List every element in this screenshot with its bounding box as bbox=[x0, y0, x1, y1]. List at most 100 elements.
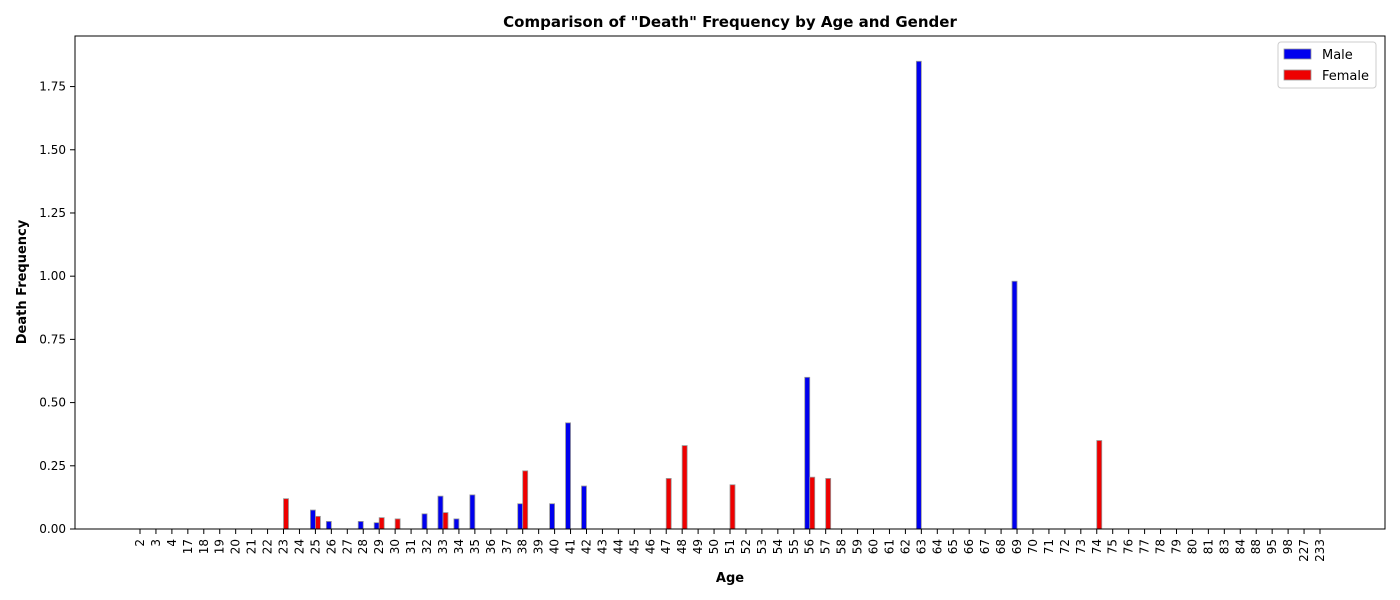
x-tick-label: 36 bbox=[484, 539, 498, 554]
x-tick-label: 60 bbox=[867, 539, 881, 554]
x-tick-label: 78 bbox=[1154, 539, 1168, 554]
x-tick-label: 62 bbox=[898, 539, 912, 554]
x-tick-label: 74 bbox=[1090, 539, 1104, 554]
x-tick-label: 227 bbox=[1297, 539, 1311, 562]
x-tick-label: 233 bbox=[1313, 539, 1327, 562]
bar-female-57 bbox=[825, 478, 832, 530]
y-axis-label: Death Frequency bbox=[15, 219, 30, 344]
plot-frame bbox=[74, 35, 1386, 530]
x-tick-label: 26 bbox=[324, 539, 338, 554]
x-tick-label: 40 bbox=[548, 539, 562, 554]
x-tick-label: 81 bbox=[1201, 539, 1215, 554]
x-tick-label: 41 bbox=[564, 539, 578, 554]
bar-female-23 bbox=[283, 498, 289, 530]
legend-swatch-male bbox=[1283, 48, 1312, 60]
x-tick-label: 54 bbox=[771, 539, 785, 554]
x-tick-label: 80 bbox=[1185, 539, 1199, 554]
x-tick-label: 59 bbox=[851, 539, 865, 554]
x-tick-label: 68 bbox=[994, 539, 1008, 554]
bar-male-33 bbox=[437, 495, 444, 530]
bar-male-63 bbox=[915, 60, 922, 530]
x-tick-label: 57 bbox=[819, 539, 833, 554]
x-tick-label: 64 bbox=[930, 539, 944, 554]
bar-female-47 bbox=[665, 478, 672, 530]
x-tick-label: 84 bbox=[1233, 539, 1247, 554]
x-tick-label: 76 bbox=[1122, 539, 1136, 554]
bar-male-38 bbox=[517, 503, 524, 530]
bar-female-38 bbox=[522, 470, 529, 530]
y-tick-label: 0.75 bbox=[39, 332, 66, 346]
x-tick-label: 56 bbox=[803, 539, 817, 554]
x-tick-label: 47 bbox=[659, 539, 673, 554]
x-tick-label: 65 bbox=[946, 539, 960, 554]
x-tick-label: 51 bbox=[723, 539, 737, 554]
bar-female-25 bbox=[315, 515, 321, 530]
bar-female-30 bbox=[394, 518, 401, 530]
x-tick-label: 69 bbox=[1010, 539, 1024, 554]
y-tick-label: 1.25 bbox=[39, 206, 66, 220]
x-tick-label: 20 bbox=[229, 539, 243, 554]
x-tick-label: 2 bbox=[133, 539, 147, 547]
bar-female-51 bbox=[729, 484, 736, 530]
x-axis-label: Age bbox=[716, 571, 744, 586]
x-tick-label: 35 bbox=[468, 539, 482, 554]
y-tick-label: 1.50 bbox=[39, 143, 66, 157]
x-tick-label: 83 bbox=[1217, 539, 1231, 554]
x-tick-label: 18 bbox=[197, 539, 211, 554]
bar-male-29 bbox=[373, 522, 380, 530]
x-tick-label: 3 bbox=[149, 539, 163, 547]
x-tick-label: 50 bbox=[707, 539, 721, 554]
x-tick-label: 98 bbox=[1281, 539, 1295, 554]
x-tick-label: 45 bbox=[627, 539, 641, 554]
bar-male-35 bbox=[469, 494, 476, 530]
x-tick-label: 37 bbox=[500, 539, 514, 554]
bar-female-56 bbox=[809, 476, 816, 530]
x-tick-label: 24 bbox=[292, 539, 306, 554]
x-tick-label: 38 bbox=[516, 539, 530, 554]
y-tick-label: 0.00 bbox=[39, 522, 66, 536]
legend-swatch-female bbox=[1283, 69, 1312, 81]
bar-male-42 bbox=[581, 485, 587, 530]
bar-female-74 bbox=[1096, 440, 1103, 530]
bar-female-29 bbox=[378, 517, 385, 530]
x-tick-label: 63 bbox=[914, 539, 928, 554]
x-tick-label: 39 bbox=[532, 539, 546, 554]
x-tick-label: 53 bbox=[755, 539, 769, 554]
bar-male-25 bbox=[310, 509, 316, 530]
y-tick-label: 1.75 bbox=[39, 80, 66, 94]
x-tick-label: 88 bbox=[1249, 539, 1263, 554]
bar-female-48 bbox=[681, 445, 688, 530]
x-tick-label: 22 bbox=[261, 539, 275, 554]
bar-male-28 bbox=[357, 521, 364, 530]
x-tick-label: 34 bbox=[452, 539, 466, 554]
x-tick-label: 23 bbox=[277, 539, 291, 554]
chart-title: Comparison of "Death" Frequency by Age a… bbox=[503, 13, 957, 31]
legend-label-female: Female bbox=[1322, 69, 1369, 84]
legend-label-male: Male bbox=[1322, 48, 1353, 63]
x-tick-label: 29 bbox=[372, 539, 386, 554]
x-tick-label: 79 bbox=[1169, 539, 1183, 554]
y-tick-label: 0.25 bbox=[39, 459, 66, 473]
bar-male-26 bbox=[325, 521, 332, 530]
x-tick-label: 33 bbox=[436, 539, 450, 554]
x-tick-label: 32 bbox=[420, 539, 434, 554]
x-tick-label: 28 bbox=[356, 539, 370, 554]
x-tick-label: 19 bbox=[213, 539, 227, 554]
x-tick-label: 55 bbox=[787, 539, 801, 554]
x-tick-label: 73 bbox=[1074, 539, 1088, 554]
x-tick-label: 49 bbox=[691, 539, 705, 554]
x-tick-label: 44 bbox=[611, 539, 625, 554]
x-tick-label: 30 bbox=[388, 539, 402, 554]
x-tick-label: 77 bbox=[1138, 539, 1152, 554]
x-tick-label: 27 bbox=[340, 539, 354, 554]
bar-male-40 bbox=[549, 503, 555, 530]
bars-layer bbox=[283, 60, 1103, 530]
bar-male-69 bbox=[1011, 280, 1018, 530]
bar-male-56 bbox=[804, 376, 811, 530]
axes-layer: 0.000.250.500.751.001.251.501.752 3 4 17 18 1… bbox=[39, 35, 1386, 562]
x-tick-label: 70 bbox=[1026, 539, 1040, 554]
bar-male-32 bbox=[421, 513, 428, 530]
x-tick-label: 75 bbox=[1106, 539, 1120, 554]
x-tick-label: 17 bbox=[181, 539, 195, 554]
